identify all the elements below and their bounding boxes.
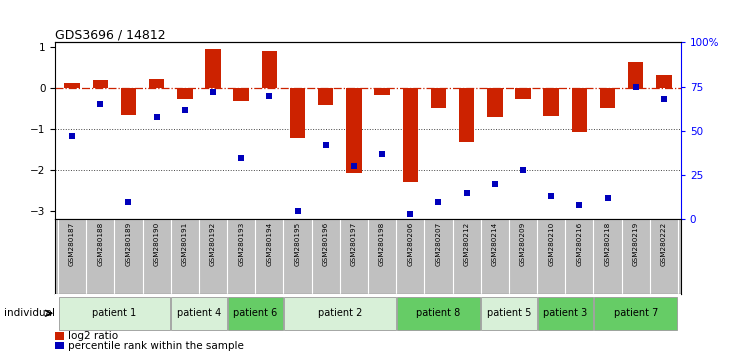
Text: patient 4: patient 4	[177, 308, 221, 318]
Text: GSM280210: GSM280210	[548, 222, 554, 266]
FancyBboxPatch shape	[227, 297, 283, 330]
Text: GSM280187: GSM280187	[69, 222, 75, 266]
Text: percentile rank within the sample: percentile rank within the sample	[68, 341, 244, 351]
Text: patient 2: patient 2	[318, 308, 362, 318]
FancyBboxPatch shape	[284, 297, 396, 330]
Point	[348, 164, 360, 169]
Text: GDS3696 / 14812: GDS3696 / 14812	[55, 28, 166, 41]
Bar	[177, 88, 193, 99]
Text: GSM280190: GSM280190	[154, 222, 160, 266]
Text: GSM280198: GSM280198	[379, 222, 385, 266]
Point	[630, 84, 642, 90]
Point	[207, 89, 219, 95]
Point	[433, 199, 445, 205]
Point	[489, 181, 500, 187]
Bar	[121, 88, 136, 114]
Bar	[64, 83, 80, 88]
Bar	[628, 62, 643, 88]
Point	[291, 208, 303, 213]
Point	[263, 93, 275, 98]
Bar	[459, 88, 475, 142]
Text: patient 7: patient 7	[614, 308, 658, 318]
Bar	[318, 88, 333, 105]
Bar	[93, 80, 108, 88]
Text: GSM280188: GSM280188	[97, 222, 103, 266]
Text: GSM280216: GSM280216	[576, 222, 582, 266]
Bar	[431, 88, 446, 108]
Text: GSM280196: GSM280196	[322, 222, 329, 266]
Text: patient 8: patient 8	[417, 308, 461, 318]
Text: GSM280212: GSM280212	[464, 222, 470, 266]
Text: patient 6: patient 6	[233, 308, 277, 318]
Point	[66, 133, 78, 139]
Text: patient 1: patient 1	[92, 308, 136, 318]
FancyBboxPatch shape	[537, 297, 593, 330]
FancyBboxPatch shape	[59, 297, 170, 330]
Bar	[656, 75, 672, 88]
Bar	[403, 88, 418, 182]
Text: log2 ratio: log2 ratio	[68, 331, 118, 341]
Text: GSM280207: GSM280207	[436, 222, 442, 266]
Point	[545, 194, 557, 199]
Point	[376, 151, 388, 157]
Point	[573, 202, 585, 208]
Bar	[487, 88, 503, 118]
Bar	[261, 51, 277, 88]
FancyBboxPatch shape	[397, 297, 480, 330]
Text: patient 3: patient 3	[543, 308, 587, 318]
Point	[320, 142, 332, 148]
FancyBboxPatch shape	[481, 297, 537, 330]
Text: GSM280209: GSM280209	[520, 222, 526, 266]
FancyBboxPatch shape	[171, 297, 227, 330]
Text: patient 5: patient 5	[486, 308, 531, 318]
Text: GSM280194: GSM280194	[266, 222, 272, 266]
Bar	[55, 332, 64, 340]
Text: GSM280193: GSM280193	[238, 222, 244, 266]
Text: GSM280214: GSM280214	[492, 222, 498, 266]
Bar	[205, 50, 221, 88]
Bar	[375, 88, 390, 95]
Bar	[543, 88, 559, 116]
Text: GSM280206: GSM280206	[407, 222, 414, 266]
Bar	[233, 88, 249, 101]
Point	[236, 155, 247, 160]
Text: GSM280218: GSM280218	[604, 222, 611, 266]
Text: GSM280192: GSM280192	[210, 222, 216, 266]
Text: GSM280219: GSM280219	[633, 222, 639, 266]
Text: GSM280222: GSM280222	[661, 222, 667, 266]
Text: GSM280195: GSM280195	[294, 222, 300, 266]
Point	[179, 107, 191, 113]
Point	[461, 190, 473, 196]
Bar	[346, 88, 361, 173]
Bar	[572, 88, 587, 132]
Point	[517, 167, 529, 173]
Bar	[290, 88, 305, 138]
Point	[601, 195, 613, 201]
FancyBboxPatch shape	[594, 297, 677, 330]
Bar	[55, 342, 64, 349]
Text: GSM280197: GSM280197	[351, 222, 357, 266]
Point	[404, 211, 416, 217]
Point	[658, 96, 670, 102]
Point	[123, 199, 135, 205]
Bar	[600, 88, 615, 108]
Bar	[515, 88, 531, 99]
Text: GSM280191: GSM280191	[182, 222, 188, 266]
Text: GSM280189: GSM280189	[125, 222, 132, 266]
Point	[151, 114, 163, 120]
Point	[94, 102, 106, 107]
Text: individual: individual	[4, 308, 54, 318]
Bar	[149, 79, 164, 88]
